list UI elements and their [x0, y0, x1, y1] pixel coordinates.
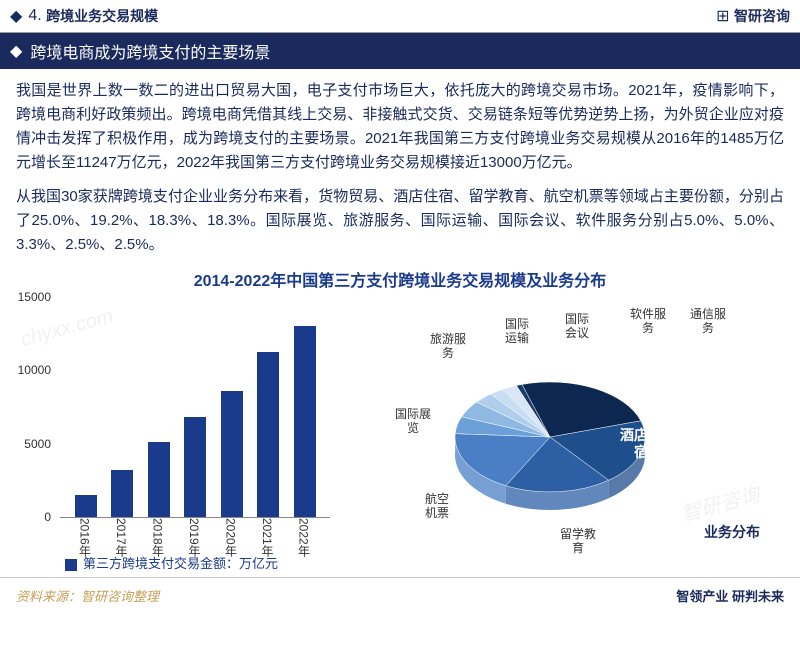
bar	[221, 391, 243, 517]
diamond-icon: ◆	[10, 6, 22, 26]
y-axis: 050001000015000	[10, 297, 55, 517]
y-tick: 0	[44, 510, 51, 524]
pie-label: 国际展览	[395, 407, 431, 436]
diamond-icon: ◆	[10, 41, 22, 61]
footer: 资料来源：智研咨询整理 智领产业 研判未来	[0, 577, 800, 613]
pie-label: 旅游服务	[430, 332, 466, 361]
brand-icon: ⊞	[716, 6, 729, 26]
business-distribution-label: 业务分布	[704, 522, 760, 542]
x-label: 2016年	[77, 518, 94, 557]
pie-label: 留学教育	[560, 527, 596, 556]
legend-label: 第三方跨境支付交易金额：万亿元	[83, 556, 278, 571]
body-paragraph-1: 我国是世界上数一数二的进出口贸易大国，电子支付市场巨大，依托庞大的跨境交易市场。…	[0, 69, 800, 175]
x-label: 2020年	[223, 518, 240, 557]
x-label: 2022年	[296, 518, 313, 557]
bar	[148, 442, 170, 517]
pie-label: 国际会议	[565, 312, 589, 341]
bar	[111, 470, 133, 517]
pie-chart: 留学教育 航空机票 国际展览 旅游服务 国际运输 国际会议 软件服务通信服务酒店住宿 业务分…	[340, 297, 790, 577]
sub-title: 跨境电商成为跨境支付的主要场景	[30, 39, 270, 63]
bar	[257, 352, 279, 517]
y-tick: 5000	[24, 437, 51, 451]
pie-label: 国际运输	[505, 317, 529, 346]
body-paragraph-2: 从我国30家获牌跨境支付企业业务分布来看，货物贸易、酒店住宿、留学教育、航空机票…	[0, 175, 800, 257]
source-label: 资料来源：智研咨询整理	[16, 586, 676, 605]
x-label: 2017年	[113, 518, 130, 557]
y-tick: 10000	[18, 363, 51, 377]
y-tick: 15000	[18, 290, 51, 304]
bar	[184, 417, 206, 517]
chart-title: 2014-2022年中国第三方支付跨境业务交易规模及业务分布	[0, 267, 800, 291]
pie-label: 软件服务	[630, 307, 666, 336]
section-title: 跨境业务交易规模	[46, 6, 716, 26]
bar-chart: 050001000015000 2016年2017年2018年2019年2020…	[10, 297, 340, 577]
bar	[75, 495, 97, 517]
legend-swatch	[65, 559, 77, 571]
section-header: ◆ 4. 跨境业务交易规模 ⊞ 智研咨询	[0, 0, 800, 33]
x-label: 2019年	[186, 518, 203, 557]
chart-area: chyxx.com 智研咨询 050001000015000 2016年2017…	[0, 297, 800, 577]
brand-name: 智研咨询	[734, 6, 790, 26]
x-label: 2021年	[259, 518, 276, 557]
pie-label: 通信服务	[690, 307, 726, 336]
bar-plot-area: 2016年2017年2018年2019年2020年2021年2022年	[60, 297, 330, 518]
bar	[294, 326, 316, 517]
slogan: 智领产业 研判未来	[676, 586, 784, 605]
pie-label: 航空机票	[425, 492, 449, 521]
x-label: 2018年	[150, 518, 167, 557]
sub-header: ◆ 跨境电商成为跨境支付的主要场景	[0, 33, 800, 69]
section-number: 4.	[28, 7, 41, 25]
pie-label-inside: 酒店住宿	[620, 427, 662, 461]
bar-legend: 第三方跨境支付交易金额：万亿元	[65, 553, 278, 572]
